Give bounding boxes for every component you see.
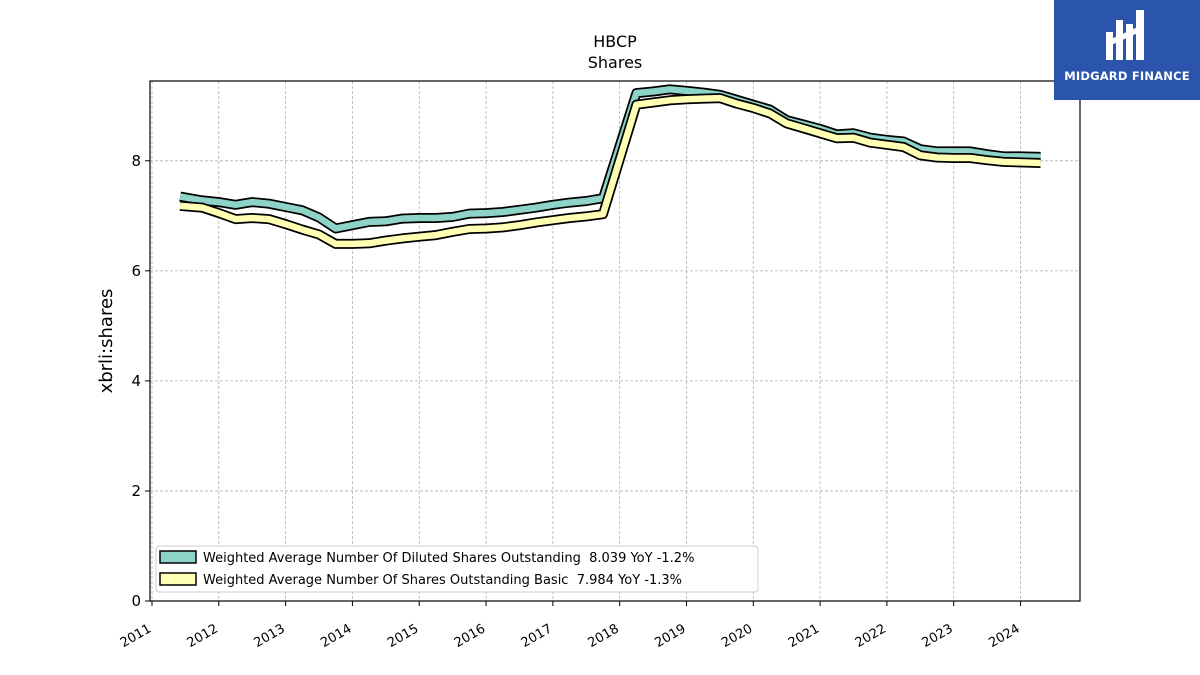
- legend-label-diluted: Weighted Average Number Of Diluted Share…: [203, 551, 694, 566]
- series-layer: [179, 84, 1041, 249]
- midgard-logo-icon: [1106, 10, 1144, 60]
- x-tick-label: 2017: [519, 621, 555, 651]
- chart-title: HBCP: [593, 32, 637, 51]
- brand-logo: MIDGARD FINANCE: [1054, 0, 1200, 100]
- grid-lines: [150, 81, 1080, 601]
- legend-label-basic: Weighted Average Number Of Shares Outsta…: [203, 573, 682, 588]
- y-tick-label: 2: [131, 482, 141, 500]
- y-axis-label: xbrli:shares: [96, 289, 117, 394]
- legend-swatch-basic: [159, 572, 197, 586]
- x-tick-label: 2016: [452, 621, 488, 651]
- x-tick-label: 2012: [185, 621, 221, 651]
- legend-swatch-diluted: [159, 550, 197, 564]
- x-tick-label: 2020: [719, 621, 755, 651]
- brand-name: MIDGARD FINANCE: [1064, 69, 1190, 83]
- series-outline-0: [179, 84, 1041, 234]
- legend: Weighted Average Number Of Diluted Share…: [155, 545, 759, 593]
- y-tick-label: 4: [131, 372, 141, 390]
- x-tick-label: 2019: [652, 621, 688, 651]
- x-tick-label: 2024: [986, 621, 1022, 651]
- y-tick-label: 8: [131, 152, 141, 170]
- legend-box: [155, 545, 759, 593]
- y-tick-label: 0: [131, 592, 141, 610]
- y-ticks: 0 2 4 6 8: [131, 152, 150, 610]
- x-tick-label: 2021: [786, 621, 822, 651]
- plot-frame: [149, 80, 1081, 602]
- x-tick-label: 2013: [251, 621, 287, 651]
- x-tick-label: 2018: [586, 621, 622, 651]
- x-tick-label: 2011: [118, 621, 154, 651]
- chart-subtitle: Shares: [588, 53, 643, 72]
- x-ticks: 2011 2012 2013 2014 2015 2016 2017 2018 2019 2020…: [118, 601, 1023, 651]
- x-tick-label: 2023: [920, 621, 956, 651]
- x-tick-label: 2014: [318, 621, 354, 651]
- x-tick-label: 2022: [853, 621, 889, 651]
- series-line-1: [179, 94, 1041, 248]
- y-tick-label: 6: [131, 262, 141, 280]
- x-tick-label: 2015: [385, 621, 421, 651]
